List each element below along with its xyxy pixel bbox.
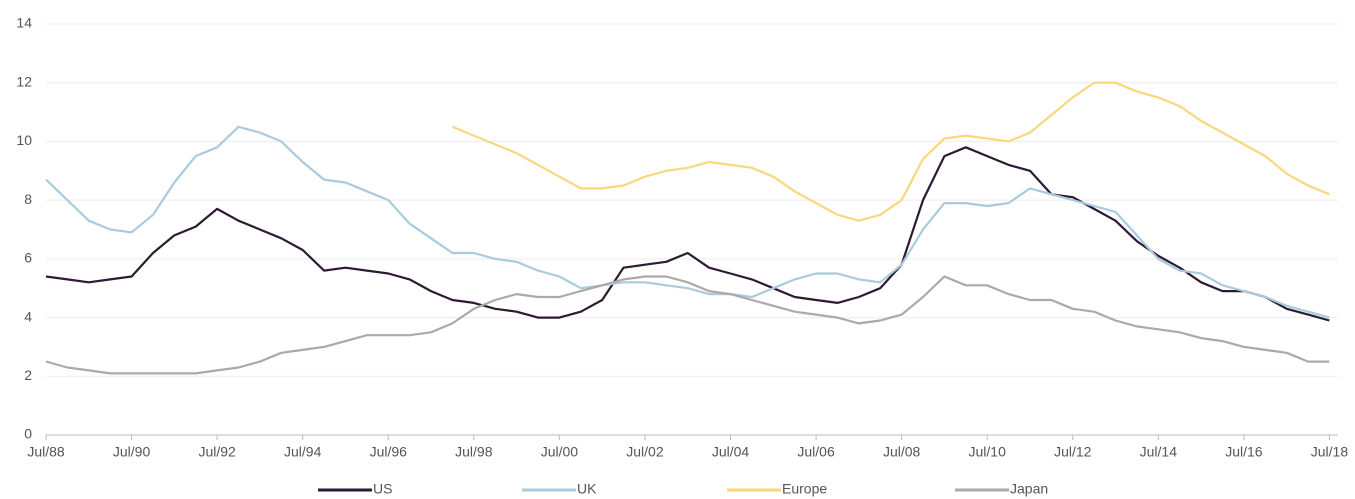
- series-line: [45, 275, 1330, 375]
- x-tick-label: Jul/04: [712, 444, 750, 460]
- x-tick-label: Jul/88: [27, 444, 65, 460]
- x-tick-label: Jul/92: [198, 444, 236, 460]
- series-line: [45, 146, 1330, 322]
- legend-label: Japan: [1010, 481, 1048, 497]
- x-tick-label: Jul/12: [1054, 444, 1092, 460]
- x-tick-label: Jul/18: [1311, 444, 1349, 460]
- legend-label: UK: [577, 481, 597, 497]
- x-tick-label: Jul/08: [883, 444, 921, 460]
- y-tick-label: 8: [24, 191, 32, 207]
- series-line: [451, 81, 1330, 222]
- x-tick-label: Jul/16: [1225, 444, 1263, 460]
- x-tick-label: Jul/94: [284, 444, 322, 460]
- y-tick-label: 12: [16, 73, 32, 89]
- legend-label: US: [373, 481, 392, 497]
- x-tick-label: Jul/90: [113, 444, 151, 460]
- x-tick-label: Jul/96: [370, 444, 408, 460]
- y-tick-label: 10: [16, 132, 32, 148]
- series-line: [45, 125, 1330, 319]
- x-tick-label: Jul/00: [541, 444, 579, 460]
- x-tick-label: Jul/14: [1140, 444, 1178, 460]
- y-tick-label: 2: [24, 367, 32, 383]
- x-tick-label: Jul/06: [797, 444, 835, 460]
- legend-label: Europe: [782, 481, 827, 497]
- x-tick-label: Jul/98: [455, 444, 493, 460]
- y-tick-label: 6: [24, 250, 32, 266]
- y-tick-label: 0: [24, 426, 32, 442]
- x-tick-label: Jul/02: [626, 444, 664, 460]
- x-tick-label: Jul/10: [969, 444, 1007, 460]
- y-tick-label: 14: [16, 15, 32, 31]
- y-tick-label: 4: [24, 308, 32, 324]
